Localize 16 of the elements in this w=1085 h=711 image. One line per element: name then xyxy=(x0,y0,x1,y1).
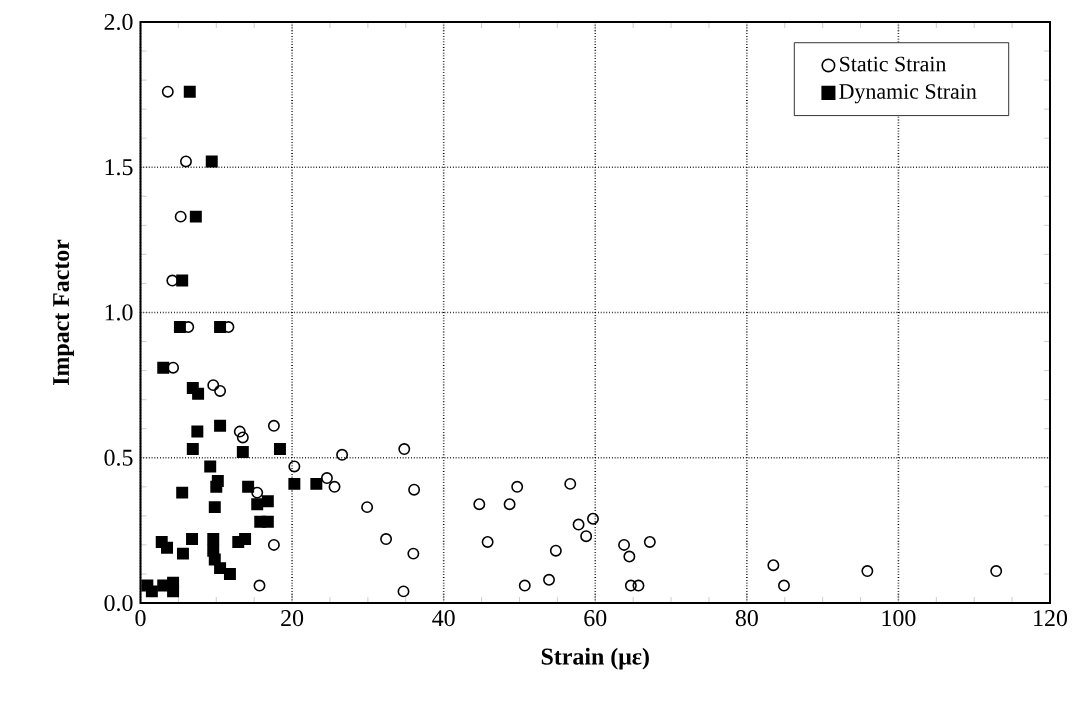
x-tick-label: 120 xyxy=(1034,610,1068,627)
y-tick-label: 2.0 xyxy=(104,13,133,31)
x-tick-label: 0 xyxy=(135,610,146,627)
y-tick-label: 0.0 xyxy=(104,594,133,612)
x-axis-title: Strain (με) xyxy=(541,647,649,670)
y-axis-title: Impact Factor xyxy=(53,239,74,386)
legend-label: Dynamic Strain xyxy=(839,84,977,104)
x-tick-label: 20 xyxy=(281,610,304,627)
x-tick-label: 60 xyxy=(584,610,607,627)
legend-label: Static Strain xyxy=(840,56,947,72)
y-tick-label: 1.5 xyxy=(105,159,133,176)
x-tick-label: 100 xyxy=(882,610,916,627)
y-tick-label: 1.0 xyxy=(105,304,133,321)
y-tick-label: 0.5 xyxy=(104,449,133,466)
x-tick-label: 80 xyxy=(735,610,758,627)
x-tick-label: 40 xyxy=(432,610,455,627)
